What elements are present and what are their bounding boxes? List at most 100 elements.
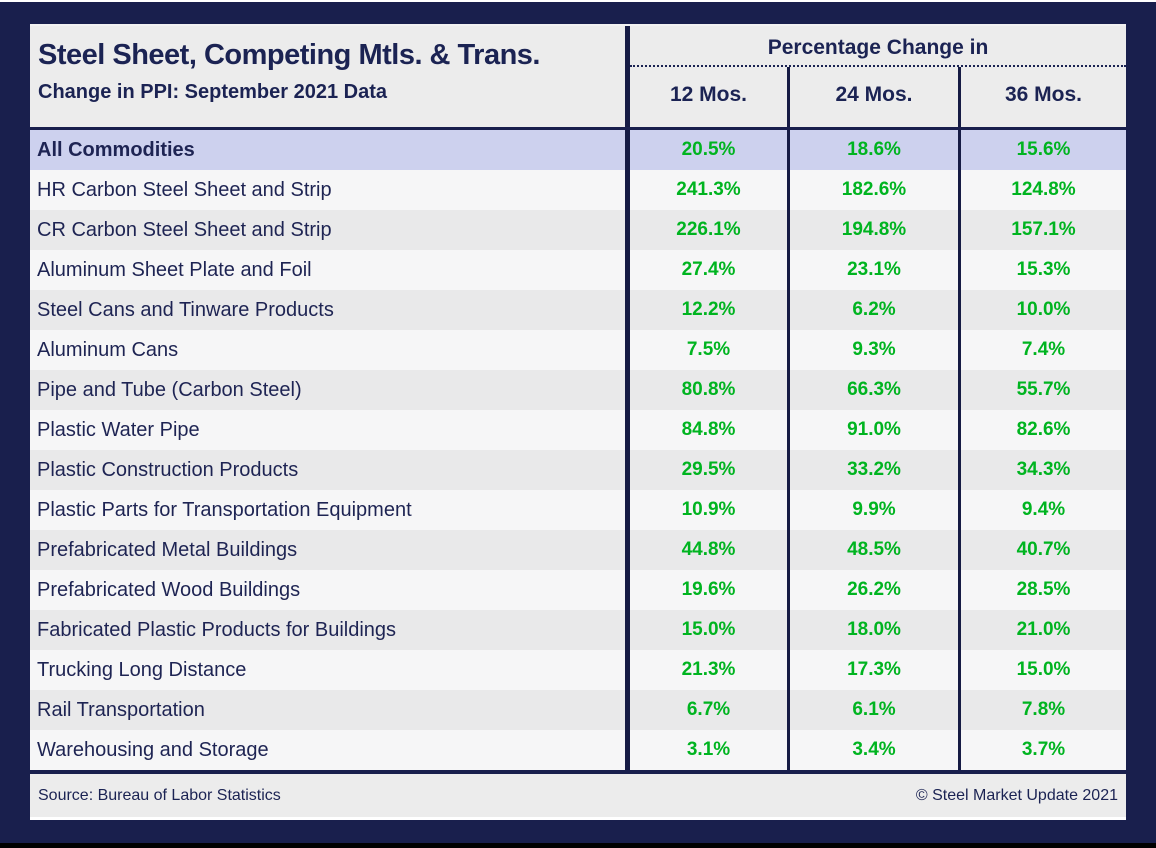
row-label: Warehousing and Storage: [30, 730, 625, 770]
column-divider: [958, 570, 961, 610]
column-divider: [787, 330, 790, 370]
column-divider: [958, 730, 961, 770]
value-12mos: 19.6%: [630, 570, 787, 610]
value-12mos: 15.0%: [630, 610, 787, 650]
value-12mos: 10.9%: [630, 490, 787, 530]
slide-top-edge: [0, 0, 1156, 2]
value-12mos: 84.8%: [630, 410, 787, 450]
column-divider: [958, 370, 961, 410]
value-24mos: 66.3%: [790, 370, 958, 410]
column-divider: [958, 450, 961, 490]
column-group-label: Percentage Change in: [630, 26, 1126, 67]
value-12mos: 29.5%: [630, 450, 787, 490]
row-label: Aluminum Sheet Plate and Foil: [30, 250, 625, 290]
value-36mos: 34.3%: [961, 450, 1126, 490]
value-36mos: 10.0%: [961, 290, 1126, 330]
table-header: Steel Sheet, Competing Mtls. & Trans. Ch…: [30, 26, 1126, 127]
table-row: Plastic Construction Products 29.5% 33.2…: [30, 450, 1126, 490]
table-body: All Commodities 20.5% 18.6% 15.6% HR Car…: [30, 130, 1126, 770]
table-row: Rail Transportation 6.7% 6.1% 7.8%: [30, 690, 1126, 730]
row-label: Rail Transportation: [30, 690, 625, 730]
table-row: Plastic Water Pipe 84.8% 91.0% 82.6%: [30, 410, 1126, 450]
row-divider: [625, 130, 630, 170]
value-12mos: 3.1%: [630, 730, 787, 770]
column-divider: [958, 330, 961, 370]
value-24mos: 9.9%: [790, 490, 958, 530]
value-36mos: 55.7%: [961, 370, 1126, 410]
column-divider: [787, 170, 790, 210]
value-24mos: 91.0%: [790, 410, 958, 450]
row-divider: [625, 530, 630, 570]
header-divider: [625, 26, 630, 127]
row-divider: [625, 210, 630, 250]
column-labels: 12 Mos. 24 Mos. 36 Mos.: [630, 67, 1126, 127]
row-divider: [625, 410, 630, 450]
column-divider: [787, 450, 790, 490]
value-36mos: 124.8%: [961, 170, 1126, 210]
ppi-table: Steel Sheet, Competing Mtls. & Trans. Ch…: [30, 24, 1126, 820]
row-divider: [625, 570, 630, 610]
column-divider: [787, 290, 790, 330]
value-12mos: 21.3%: [630, 650, 787, 690]
table-row: Warehousing and Storage 3.1% 3.4% 3.7%: [30, 730, 1126, 770]
value-12mos: 80.8%: [630, 370, 787, 410]
column-divider: [787, 610, 790, 650]
row-label: Prefabricated Metal Buildings: [30, 530, 625, 570]
column-divider: [787, 570, 790, 610]
table-row: Pipe and Tube (Carbon Steel) 80.8% 66.3%…: [30, 370, 1126, 410]
column-header-36mos: 36 Mos.: [1004, 83, 1083, 106]
row-label: Pipe and Tube (Carbon Steel): [30, 370, 625, 410]
value-36mos: 7.8%: [961, 690, 1126, 730]
column-divider: [787, 690, 790, 730]
row-label: Prefabricated Wood Buildings: [30, 570, 625, 610]
column-divider: [787, 130, 790, 170]
value-36mos: 15.0%: [961, 650, 1126, 690]
row-divider: [625, 330, 630, 370]
slide-bottom-edge: [0, 843, 1156, 848]
value-12mos: 241.3%: [630, 170, 787, 210]
value-12mos: 44.8%: [630, 530, 787, 570]
row-label: Plastic Water Pipe: [30, 410, 625, 450]
column-divider: [787, 530, 790, 570]
row-divider: [625, 610, 630, 650]
column-divider: [958, 210, 961, 250]
table-row: Aluminum Cans 7.5% 9.3% 7.4%: [30, 330, 1126, 370]
table-row: Plastic Parts for Transportation Equipme…: [30, 490, 1126, 530]
value-24mos: 6.1%: [790, 690, 958, 730]
row-label: Fabricated Plastic Products for Building…: [30, 610, 625, 650]
row-label: Steel Cans and Tinware Products: [30, 290, 625, 330]
value-12mos: 12.2%: [630, 290, 787, 330]
table-row: Trucking Long Distance 21.3% 17.3% 15.0%: [30, 650, 1126, 690]
table-row: Prefabricated Metal Buildings 44.8% 48.5…: [30, 530, 1126, 570]
value-12mos: 6.7%: [630, 690, 787, 730]
column-divider: [787, 210, 790, 250]
column-divider: [958, 410, 961, 450]
table-row: HR Carbon Steel Sheet and Strip 241.3% 1…: [30, 170, 1126, 210]
column-divider: [958, 610, 961, 650]
row-divider: [625, 290, 630, 330]
column-divider: [958, 170, 961, 210]
table-row: Fabricated Plastic Products for Building…: [30, 610, 1126, 650]
column-header-24mos: 24 Mos.: [835, 83, 913, 106]
value-24mos: 9.3%: [790, 330, 958, 370]
value-36mos: 40.7%: [961, 530, 1126, 570]
value-12mos: 226.1%: [630, 210, 787, 250]
value-24mos: 26.2%: [790, 570, 958, 610]
value-24mos: 23.1%: [790, 250, 958, 290]
column-divider: [787, 410, 790, 450]
table-footer: Source: Bureau of Labor Statistics © Ste…: [30, 774, 1126, 817]
value-24mos: 18.6%: [790, 130, 958, 170]
value-24mos: 194.8%: [790, 210, 958, 250]
value-12mos: 20.5%: [630, 130, 787, 170]
value-24mos: 18.0%: [790, 610, 958, 650]
row-divider: [625, 250, 630, 290]
value-36mos: 15.3%: [961, 250, 1126, 290]
columns-header: Percentage Change in 12 Mos. 24 Mos. 36 …: [630, 26, 1126, 127]
column-divider: [787, 730, 790, 770]
column-divider: [787, 370, 790, 410]
row-label: Trucking Long Distance: [30, 650, 625, 690]
value-36mos: 15.6%: [961, 130, 1126, 170]
value-36mos: 3.7%: [961, 730, 1126, 770]
column-divider: [958, 250, 961, 290]
value-12mos: 27.4%: [630, 250, 787, 290]
